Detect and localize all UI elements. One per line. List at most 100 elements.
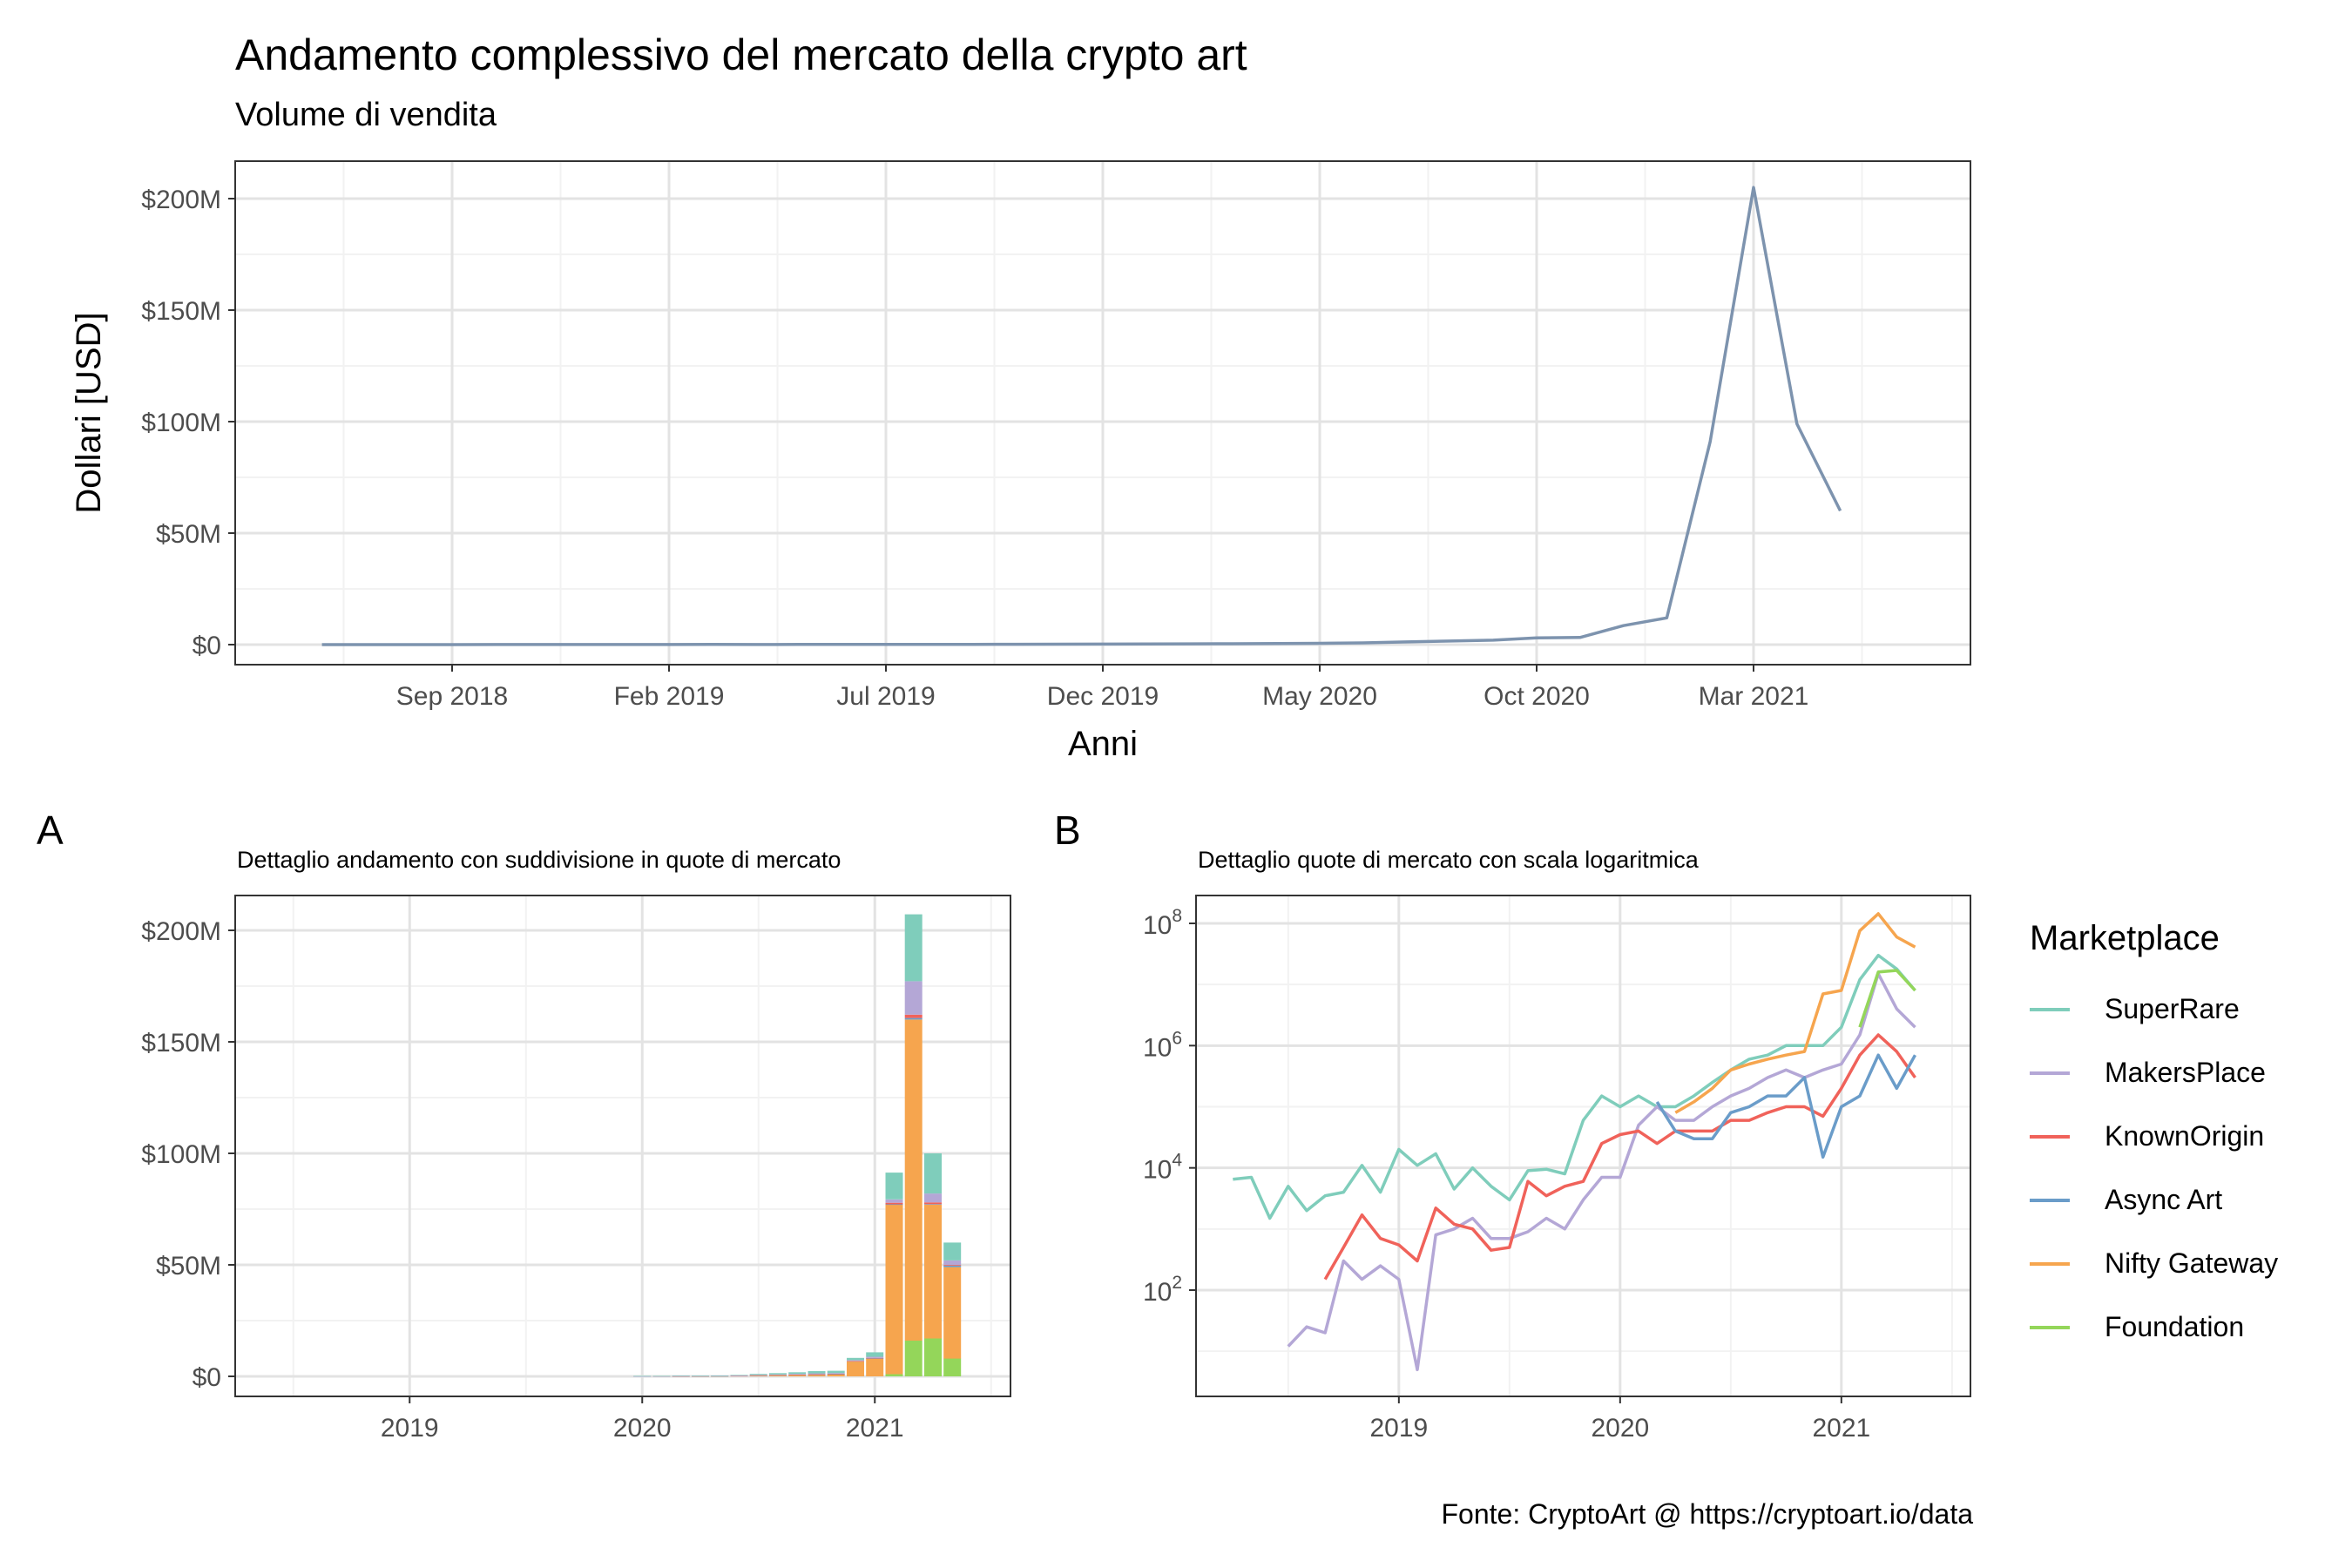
y-tick-label: $50M [156, 520, 221, 549]
series-line-foundation [1858, 969, 1916, 1028]
x-axis-title: Anni [1068, 725, 1138, 763]
legend-label-foundation: Foundation [2105, 1311, 2245, 1342]
panel-a-stacked-bar-chart: Dettaglio andamento con suddivisione in … [141, 847, 1011, 1443]
legend-key-knownorigin [2030, 1134, 2070, 1139]
bar-makersplace [827, 1373, 845, 1374]
bar-makersplace [885, 1199, 903, 1203]
series-line-superrare [1233, 953, 1916, 1220]
x-tick-label: May 2020 [1262, 682, 1377, 711]
y-tick-label: 102 [1143, 1273, 1182, 1307]
series-line-async-art [1655, 1053, 1917, 1159]
y-tick-label: $100M [141, 1140, 221, 1169]
bar-nifty-gateway [788, 1375, 807, 1376]
x-tick-label: Feb 2019 [614, 682, 725, 711]
bar-knownorigin [827, 1373, 845, 1375]
bar-nifty-gateway [924, 1204, 942, 1339]
series-line-nifty-gateway [1674, 912, 1916, 1114]
legend-item: KnownOrigin [2030, 1105, 2278, 1168]
bar-superrare [711, 1375, 729, 1376]
bar-superrare [788, 1372, 807, 1375]
bar-superrare [924, 1153, 942, 1194]
bar-foundation [885, 1374, 903, 1376]
bar-makersplace [633, 1375, 652, 1377]
bar-superrare [749, 1374, 767, 1375]
source-caption: Fonte: CryptoArt @ https://cryptoart.io/… [1441, 1498, 1973, 1530]
y-tick-label: $150M [141, 1029, 221, 1058]
legend-item: Async Art [2030, 1168, 2278, 1232]
bar-async-art [885, 1204, 903, 1206]
legend-key-nifty-gateway [2030, 1261, 2070, 1266]
bar-knownorigin [866, 1357, 884, 1359]
x-tick-label: Mar 2021 [1699, 682, 1809, 711]
bar-superrare [769, 1373, 787, 1375]
panel-b-log-line-chart: Dettaglio quote di mercato con scala log… [1143, 847, 1971, 1443]
legend-key-makersplace [2030, 1071, 2070, 1075]
bar-superrare [866, 1352, 884, 1357]
chart-title: Andamento complessivo del mercato della … [235, 30, 1247, 79]
top-line-chart: $0 $50M $100M $150M $200M Sep 2018 Feb 2019 Jul… [70, 160, 1971, 763]
bar-nifty-gateway [808, 1375, 826, 1376]
x-tick-label: 2019 [1369, 1414, 1428, 1443]
legend-title: Marketplace [2030, 919, 2220, 957]
bar-superrare [847, 1357, 864, 1361]
bar-knownorigin [924, 1202, 942, 1205]
bar-superrare [827, 1370, 845, 1374]
legend-item: Foundation [2030, 1295, 2278, 1359]
x-tick-label: Jul 2019 [836, 682, 935, 711]
bar-makersplace [924, 1193, 942, 1203]
bar-superrare [692, 1375, 709, 1376]
y-tick-label: $200M [141, 186, 221, 214]
y-tick-label: 106 [1143, 1028, 1182, 1062]
x-tick-label: 2020 [1591, 1414, 1649, 1443]
bar-superrare [672, 1375, 690, 1376]
legend-label-knownorigin: KnownOrigin [2105, 1120, 2265, 1152]
x-tick-label: 2019 [381, 1414, 439, 1443]
legend-item: MakersPlace [2030, 1041, 2278, 1105]
chart-subtitle: Volume di vendita [235, 97, 497, 133]
bar-superrare [904, 914, 923, 982]
bar-makersplace [652, 1375, 671, 1377]
y-tick-label: $100M [141, 409, 221, 437]
x-tick-label: 2021 [1812, 1414, 1870, 1443]
bar-knownorigin [943, 1265, 962, 1266]
legend-key-superrare [2030, 1007, 2070, 1011]
legend-label-nifty-gateway: Nifty Gateway [2105, 1247, 2279, 1279]
bar-makersplace [866, 1356, 884, 1358]
bar-knownorigin [749, 1375, 767, 1376]
bar-superrare [633, 1375, 652, 1377]
panel-b-tag: B [1054, 808, 1081, 853]
bar-nifty-gateway [866, 1358, 884, 1376]
bar-makersplace [904, 981, 923, 1015]
bar-makersplace [808, 1373, 826, 1375]
bar-async-art [943, 1265, 962, 1267]
y-tick-label: $50M [156, 1252, 221, 1281]
plot-border [234, 895, 1011, 1397]
x-tick-label: Oct 2020 [1484, 682, 1590, 711]
plot-background [1196, 896, 1970, 1396]
bar-superrare [808, 1371, 826, 1374]
y-tick-label: 108 [1143, 906, 1182, 940]
bar-nifty-gateway [847, 1361, 864, 1376]
y-axis-title: Dollari [USD] [70, 312, 108, 513]
bar-async-art [827, 1374, 845, 1375]
bar-async-art [904, 1017, 923, 1020]
bar-knownorigin [885, 1202, 903, 1205]
bar-knownorigin [904, 1014, 923, 1018]
bar-foundation [924, 1338, 942, 1376]
x-tick-label: 2020 [613, 1414, 672, 1443]
bar-async-art [924, 1204, 942, 1205]
bar-superrare [652, 1375, 671, 1377]
bar-nifty-gateway [769, 1375, 787, 1376]
total-volume-line [321, 186, 1842, 646]
panel-b-subtitle: Dettaglio quote di mercato con scala log… [1198, 847, 1700, 873]
series-line-knownorigin [1323, 1033, 1916, 1281]
panel-a-subtitle: Dettaglio andamento con suddivisione in … [237, 847, 841, 873]
plot-border [1195, 895, 1971, 1397]
y-tick-label: $0 [193, 632, 221, 660]
bar-foundation [904, 1341, 923, 1376]
y-tick-label: 104 [1143, 1151, 1182, 1185]
legend-label-makersplace: MakersPlace [2105, 1057, 2266, 1088]
bar-superrare [885, 1173, 903, 1200]
legend-item: SuperRare [2030, 977, 2278, 1041]
